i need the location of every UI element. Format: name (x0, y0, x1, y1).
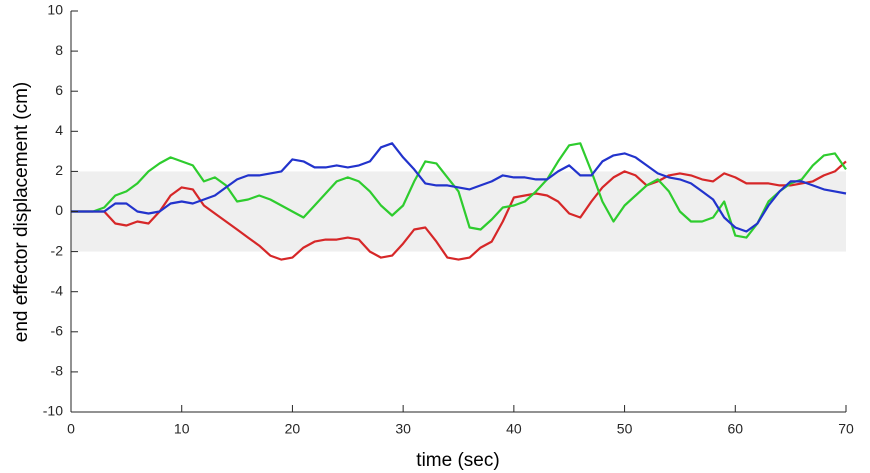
x-tick-label: 30 (395, 421, 411, 437)
y-tick-label: -2 (51, 242, 64, 258)
y-tick-label: 2 (55, 162, 63, 178)
x-tick-label: 50 (617, 421, 633, 437)
shaded-band (71, 171, 846, 252)
y-tick-label: -8 (51, 363, 64, 379)
y-tick-label: 10 (47, 2, 63, 18)
x-tick-label: 10 (174, 421, 190, 437)
y-tick-label: 0 (55, 202, 63, 218)
y-tick-label: -10 (43, 403, 63, 419)
x-tick-label: 60 (727, 421, 743, 437)
x-tick-label: 0 (67, 421, 75, 437)
y-tick-label: 4 (55, 122, 63, 138)
x-tick-label: 70 (838, 421, 854, 437)
x-tick-label: 20 (285, 421, 301, 437)
y-tick-label: -4 (51, 282, 64, 298)
y-tick-label: -6 (51, 323, 64, 339)
data-line (71, 142, 847, 233)
x-axis-label: time (sec) (416, 450, 499, 471)
y-axis-label: end effector displacement (cm) (11, 82, 32, 343)
y-tick-label: 8 (55, 42, 63, 58)
x-tick-label: 40 (506, 421, 522, 437)
y-tick-label: 6 (55, 82, 63, 98)
data-line (71, 142, 847, 239)
